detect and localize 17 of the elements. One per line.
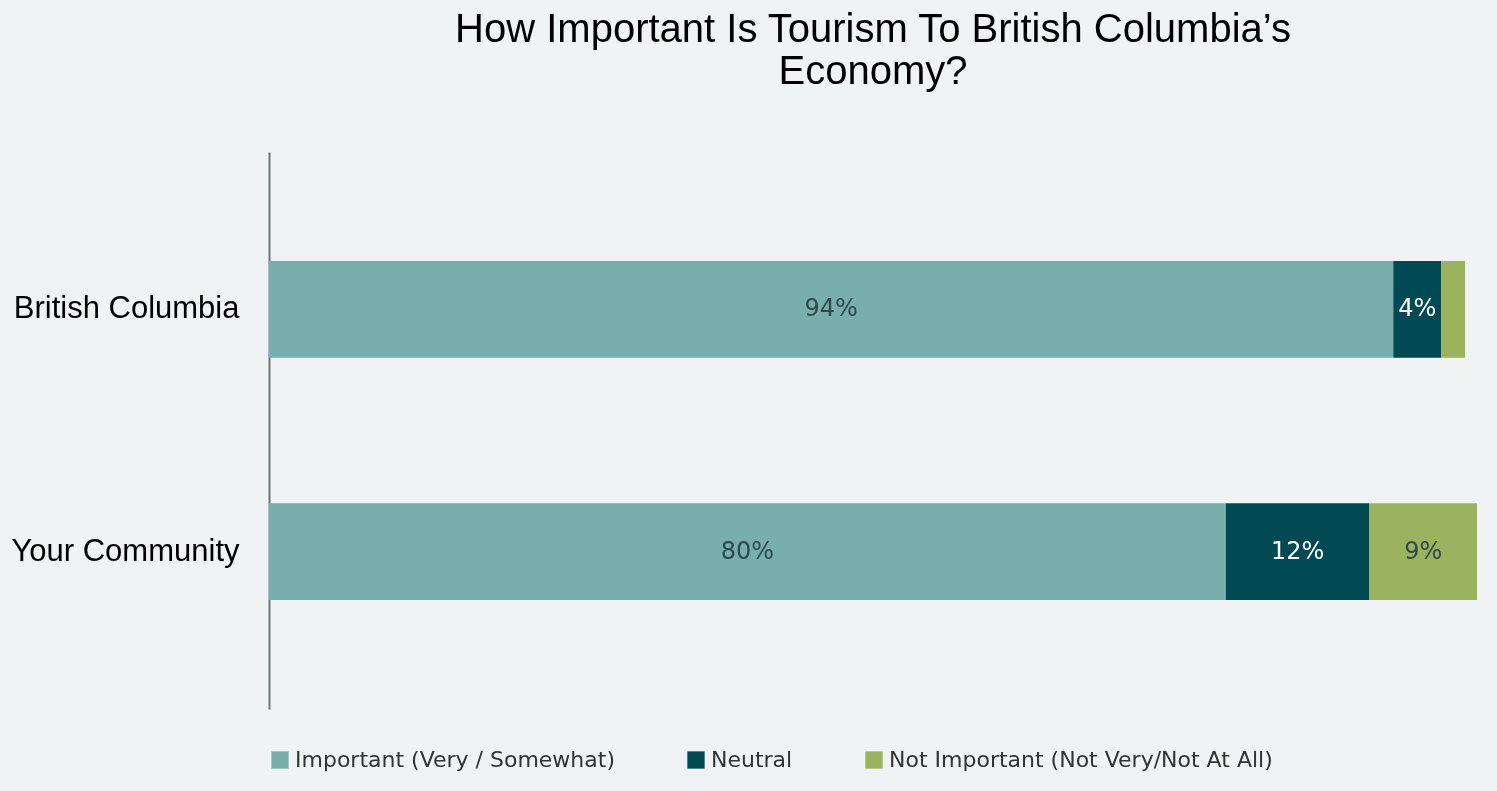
data-label: 94% <box>804 294 858 323</box>
data-label: 12% <box>1270 536 1325 565</box>
bar <box>1369 503 1477 601</box>
bar <box>1225 503 1370 601</box>
bar <box>1441 260 1466 358</box>
bar <box>269 503 1226 601</box>
legend-label: Not Important (Not Very/Not At All) <box>889 747 1273 772</box>
bar <box>269 260 1394 358</box>
y-tick-label: British Columbia <box>13 290 241 326</box>
data-label: 9% <box>1404 536 1443 565</box>
y-tick-label: Your Community <box>11 532 240 568</box>
legend-label: Important (Very / Somewhat) <box>295 747 615 772</box>
bar <box>1393 260 1442 358</box>
legend-label: Neutral <box>711 747 793 772</box>
data-label: 80% <box>720 536 775 565</box>
data-label: 4% <box>1398 294 1437 323</box>
chart-title: How Important Is Tourism To British Columbia’s Economy? <box>455 6 1291 92</box>
